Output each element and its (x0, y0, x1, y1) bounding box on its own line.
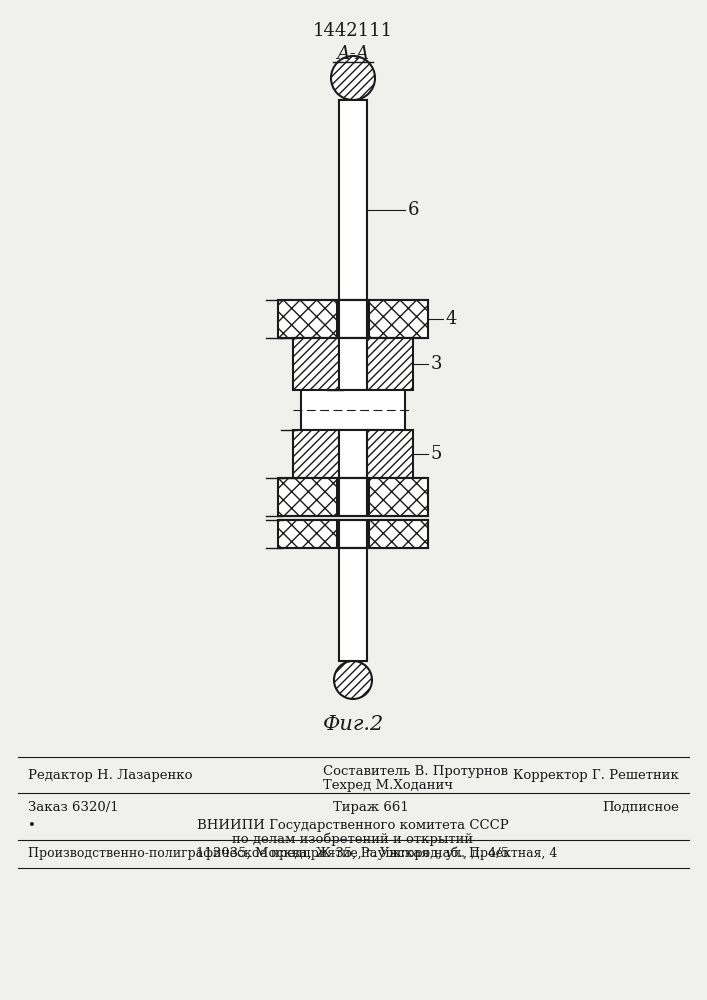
Text: ВНИИПИ Государственного комитета СССР: ВНИИПИ Государственного комитета СССР (197, 819, 509, 832)
Text: Фиг.2: Фиг.2 (322, 715, 384, 734)
Polygon shape (293, 430, 339, 478)
Text: Заказ 6320/1: Заказ 6320/1 (28, 801, 119, 814)
Text: 6: 6 (408, 201, 419, 219)
Bar (301, 390, 405, 430)
Bar (339, 520, 367, 548)
Bar (339, 548, 367, 661)
Text: по делам изобретений и открытий: по делам изобретений и открытий (233, 833, 474, 846)
Bar (278, 300, 337, 338)
Text: Производственно-полиграфическое предприятие, г. Ужгород, ул. Проектная, 4: Производственно-полиграфическое предприя… (28, 848, 557, 860)
Polygon shape (367, 338, 413, 390)
Text: 5: 5 (431, 445, 443, 463)
Bar (278, 478, 337, 516)
Text: Редактор Н. Лазаренко: Редактор Н. Лазаренко (28, 768, 192, 782)
Text: Тираж 661: Тираж 661 (333, 801, 409, 814)
Bar (339, 100, 367, 300)
Text: 1442111: 1442111 (313, 22, 393, 40)
Bar (369, 300, 428, 338)
Bar (339, 300, 367, 338)
Text: А-А: А-А (337, 45, 370, 63)
Polygon shape (293, 338, 339, 390)
Bar (369, 520, 428, 548)
Circle shape (331, 56, 375, 100)
Text: Подписное: Подписное (602, 801, 679, 814)
Bar (278, 520, 337, 548)
Text: 3: 3 (431, 355, 443, 373)
Text: •: • (28, 819, 36, 832)
Circle shape (334, 661, 372, 699)
Bar (339, 338, 367, 390)
Bar (369, 478, 428, 516)
Bar (339, 430, 367, 478)
Bar (339, 478, 367, 516)
Text: Корректор Г. Решетник: Корректор Г. Решетник (513, 768, 679, 782)
Text: 4: 4 (446, 310, 457, 328)
Text: 113035, Москва, Ж-35, Раушская наб., д. 4/5: 113035, Москва, Ж-35, Раушская наб., д. … (197, 847, 510, 860)
Polygon shape (367, 430, 413, 478)
Text: Техред М.Ходанич: Техред М.Ходанич (323, 779, 453, 792)
Text: Составитель В. Протурнов: Составитель В. Протурнов (323, 765, 508, 778)
